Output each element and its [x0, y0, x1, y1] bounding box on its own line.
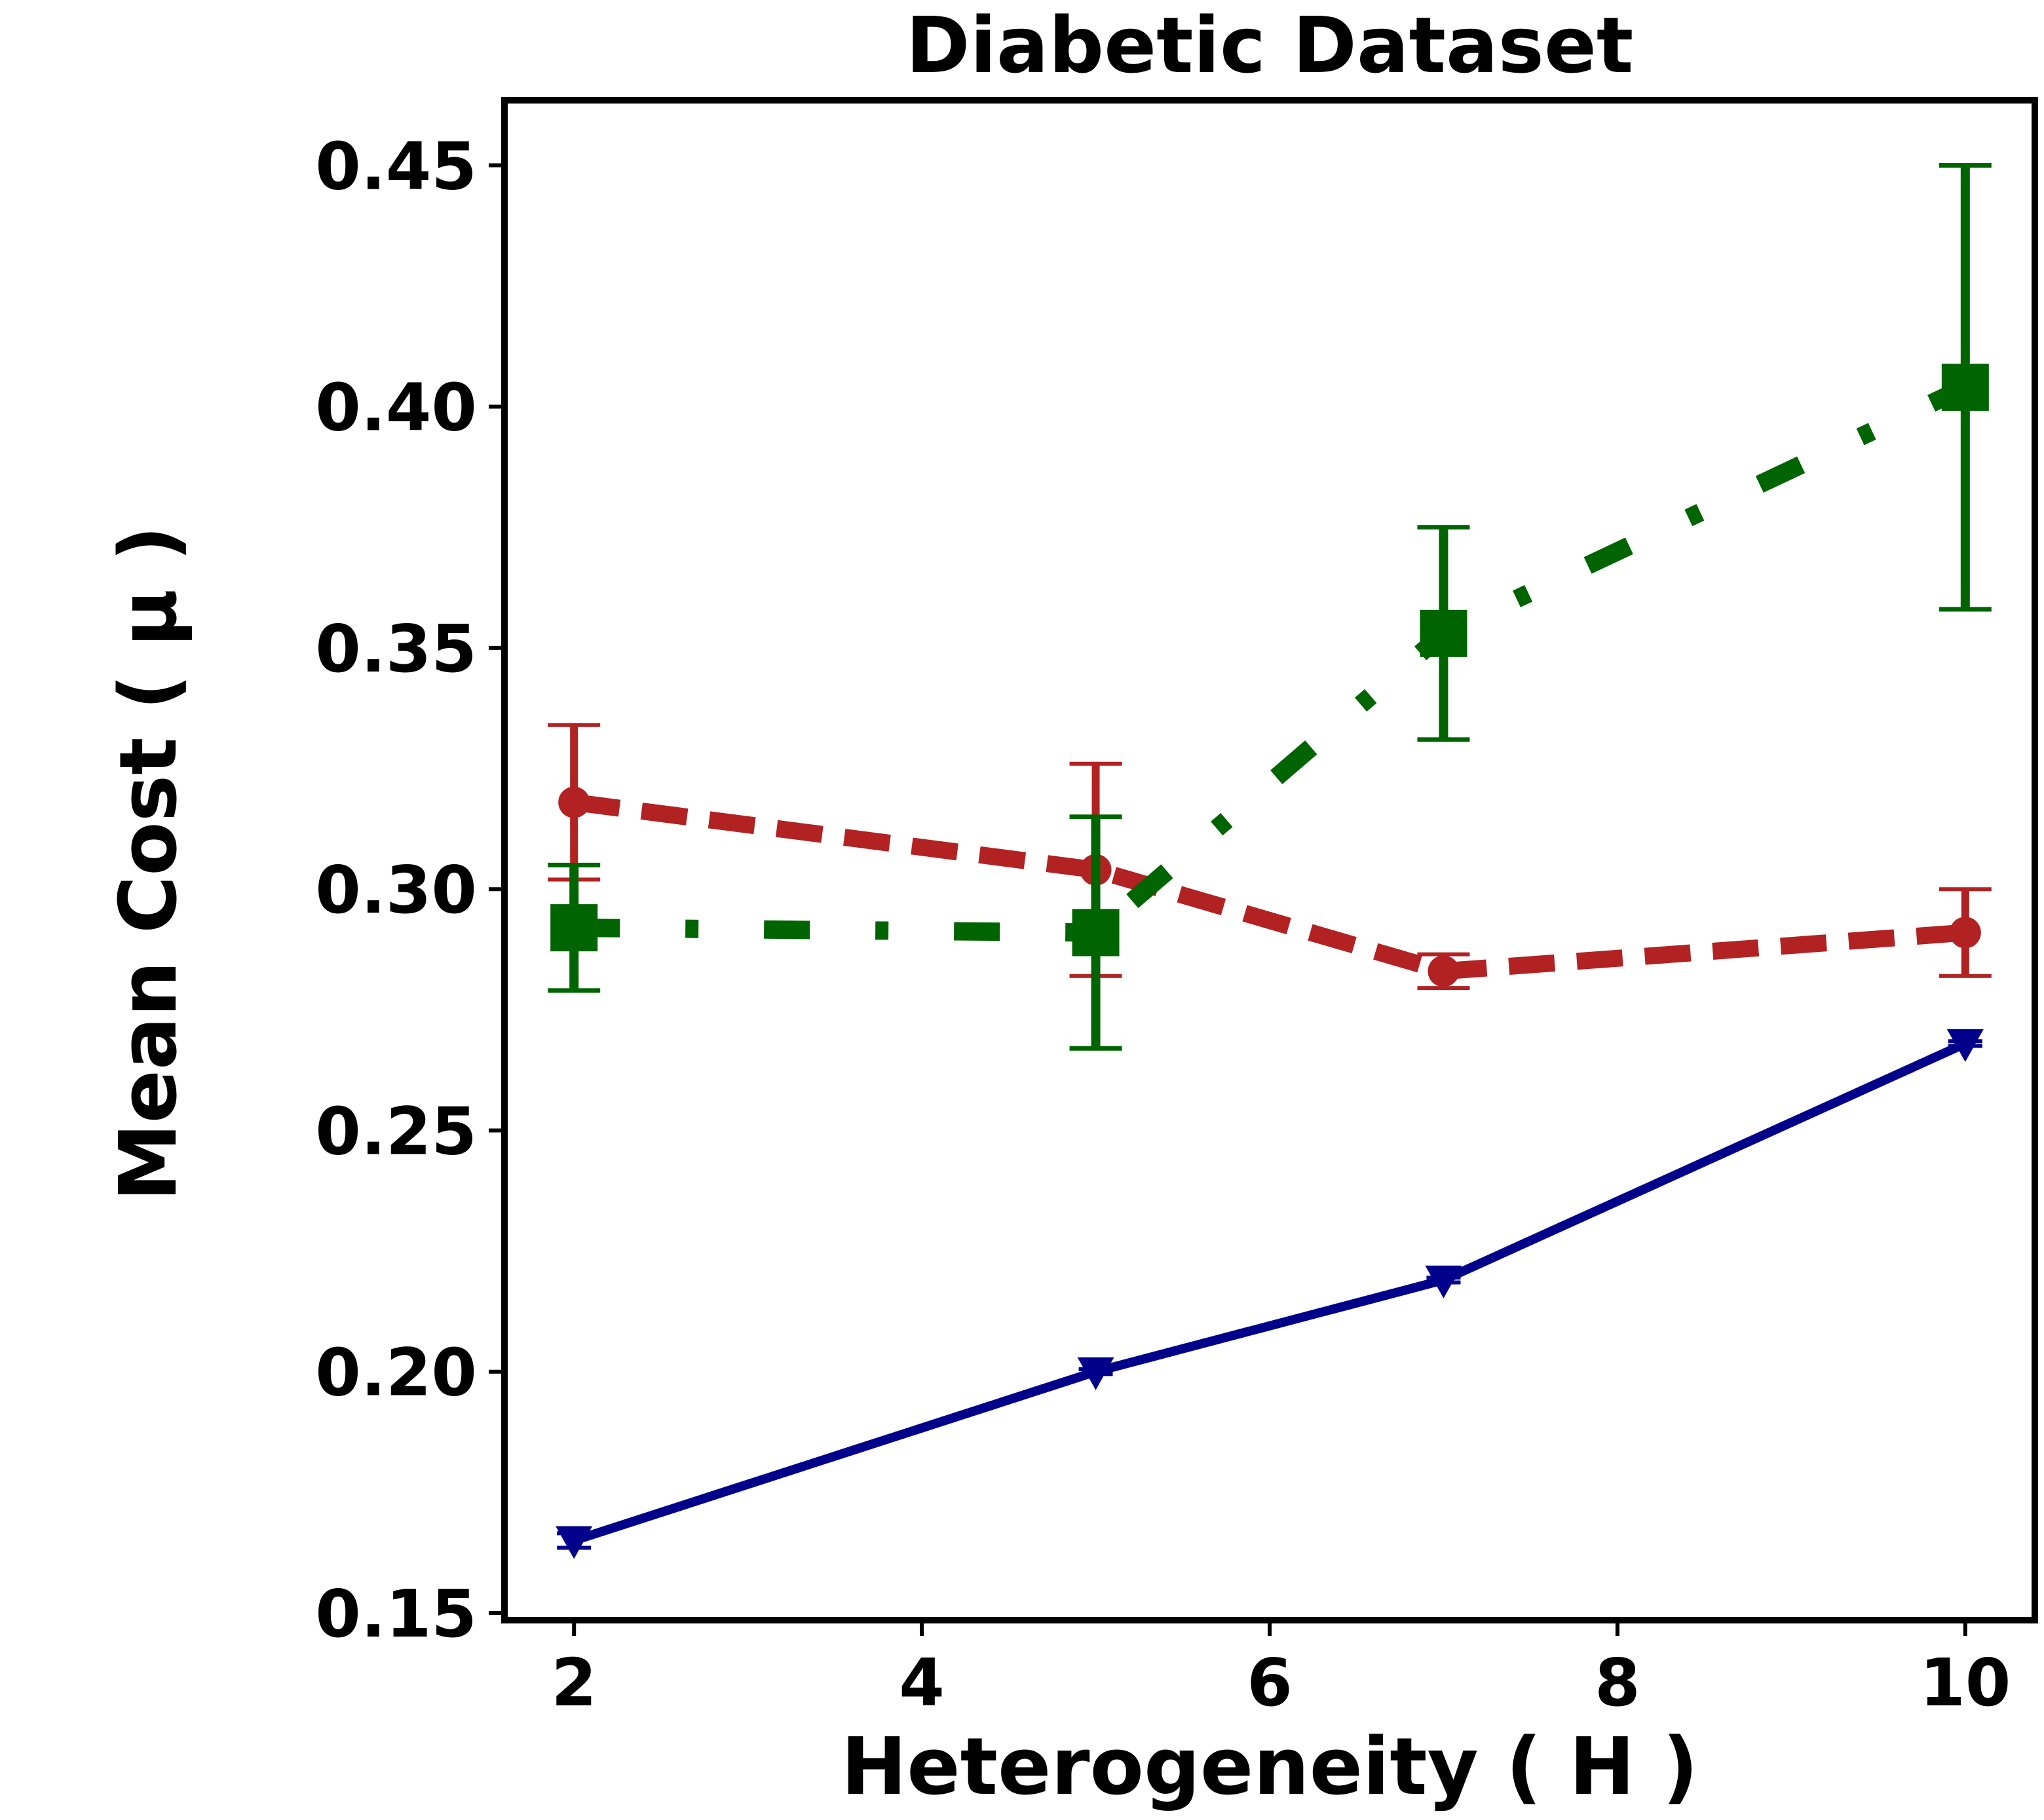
y-tick-label: 0.35 — [315, 611, 477, 687]
y-tick-label: 0.40 — [315, 370, 477, 446]
series-green-dashdot-square — [548, 162, 1992, 1051]
data-point — [1949, 917, 1981, 949]
y-tick-label: 0.30 — [315, 852, 477, 928]
x-axis-ticks: 2 4 6 8 10 — [551, 1620, 2011, 1721]
series-blue-solid-triangle — [556, 1029, 1984, 1559]
plot-frame — [501, 97, 2038, 1623]
data-point — [558, 786, 590, 818]
x-tick-label: 8 — [1595, 1644, 1640, 1721]
data-point — [1420, 609, 1467, 657]
y-tick-label: 0.15 — [315, 1576, 477, 1652]
x-axis-label: Heterogeneity ( H ) — [841, 1722, 1698, 1813]
data-point — [1946, 1029, 1984, 1062]
data-point — [1072, 909, 1120, 957]
x-tick-label: 6 — [1247, 1644, 1293, 1721]
data-point — [1428, 955, 1460, 987]
chart-title: Diabetic Dataset — [906, 0, 1634, 90]
series-line — [573, 1039, 1967, 1545]
y-axis-ticks: 0.15 0.20 0.25 0.30 0.35 0.40 0.45 — [315, 128, 504, 1652]
data-point — [1077, 1357, 1114, 1390]
series-layer — [548, 162, 1992, 1559]
y-tick-label: 0.25 — [315, 1093, 477, 1169]
series-line — [574, 379, 1969, 942]
y-axis-label: Mean Cost ( μ ) — [104, 525, 195, 1202]
x-tick-label: 2 — [551, 1644, 597, 1721]
y-tick-label: 0.20 — [315, 1335, 477, 1411]
data-point — [550, 904, 598, 952]
y-tick-label: 0.45 — [315, 128, 477, 204]
series-red-dashed-circle — [548, 723, 1992, 991]
x-tick-label: 10 — [1920, 1644, 2011, 1721]
data-point — [1425, 1265, 1462, 1299]
data-point — [1941, 364, 1989, 411]
data-point — [556, 1526, 593, 1559]
series-line — [573, 793, 1966, 980]
x-tick-label: 4 — [899, 1644, 945, 1721]
